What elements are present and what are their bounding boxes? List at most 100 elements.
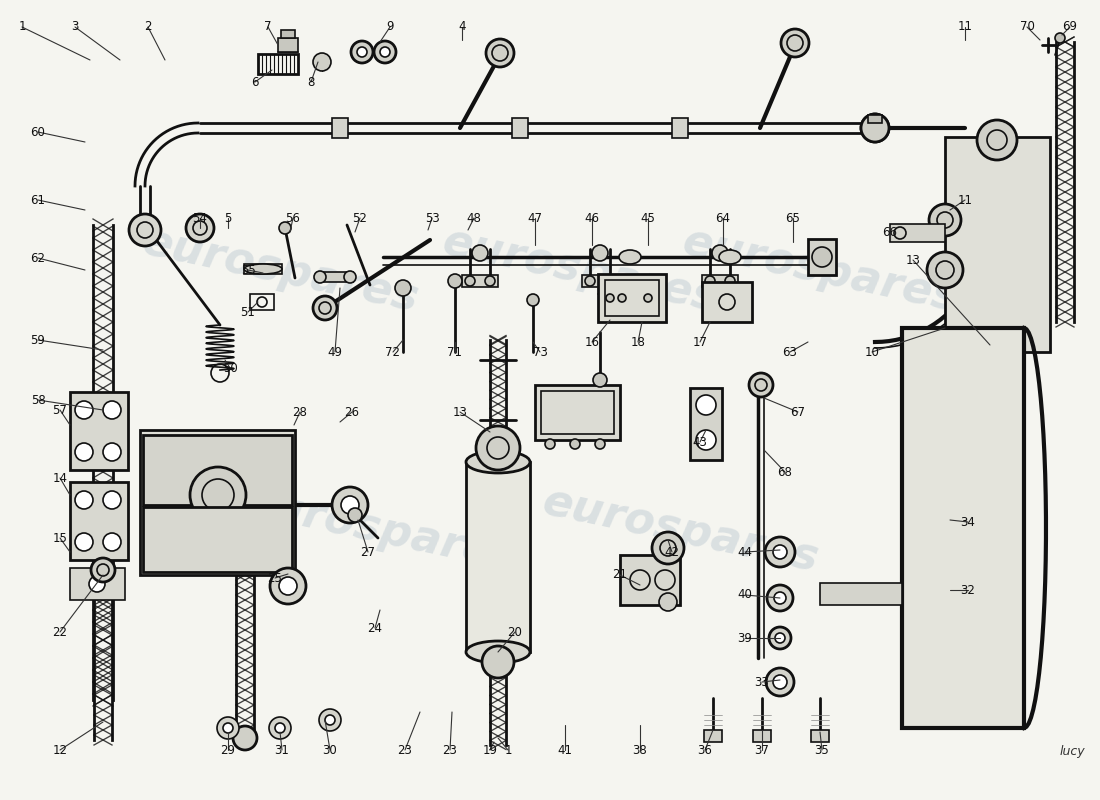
Bar	[541, 391, 614, 434]
Circle shape	[379, 47, 390, 57]
Bar	[250, 294, 274, 310]
Bar	[605, 280, 659, 316]
Circle shape	[75, 401, 94, 419]
Bar	[620, 555, 680, 605]
Circle shape	[374, 41, 396, 63]
Text: 20: 20	[507, 626, 522, 638]
Circle shape	[776, 633, 785, 643]
Text: 62: 62	[31, 251, 45, 265]
Circle shape	[314, 53, 331, 71]
Circle shape	[766, 668, 794, 696]
Text: 42: 42	[664, 546, 680, 558]
Circle shape	[930, 204, 961, 236]
Bar	[70, 568, 125, 600]
Circle shape	[592, 245, 608, 261]
Circle shape	[279, 222, 292, 234]
Bar	[702, 282, 752, 322]
Circle shape	[103, 491, 121, 509]
Circle shape	[103, 533, 121, 551]
Bar	[258, 54, 298, 74]
Text: 72: 72	[385, 346, 400, 358]
Circle shape	[1055, 33, 1065, 43]
Text: 13: 13	[452, 406, 468, 418]
Bar	[820, 583, 902, 605]
Text: 67: 67	[791, 406, 805, 418]
Circle shape	[595, 439, 605, 449]
Ellipse shape	[978, 339, 1016, 361]
Text: 58: 58	[31, 394, 45, 406]
Text: 5: 5	[224, 211, 232, 225]
Bar	[70, 392, 128, 470]
Circle shape	[767, 585, 793, 611]
Text: 6: 6	[251, 75, 258, 89]
Circle shape	[781, 29, 808, 57]
Circle shape	[103, 401, 121, 419]
Text: 19: 19	[483, 743, 497, 757]
Circle shape	[861, 114, 889, 142]
Bar	[702, 275, 738, 287]
Ellipse shape	[244, 264, 282, 274]
Circle shape	[606, 294, 614, 302]
Bar	[280, 30, 295, 38]
Circle shape	[91, 558, 116, 582]
Text: 65: 65	[785, 211, 801, 225]
Text: 43: 43	[693, 435, 707, 449]
Bar	[332, 118, 348, 138]
Circle shape	[485, 276, 495, 286]
Circle shape	[351, 41, 373, 63]
Circle shape	[570, 439, 580, 449]
Circle shape	[696, 395, 716, 415]
Circle shape	[465, 276, 475, 286]
Bar	[535, 385, 620, 440]
Text: 66: 66	[882, 226, 898, 238]
Circle shape	[544, 439, 556, 449]
Circle shape	[319, 709, 341, 731]
Circle shape	[644, 294, 652, 302]
Bar	[868, 115, 882, 123]
Circle shape	[275, 723, 285, 733]
Circle shape	[812, 247, 832, 267]
Bar	[512, 118, 528, 138]
Circle shape	[593, 373, 607, 387]
Text: 23: 23	[442, 743, 458, 757]
Circle shape	[344, 271, 356, 283]
Text: 69: 69	[1063, 21, 1078, 34]
Bar	[582, 275, 618, 287]
Text: 50: 50	[222, 362, 238, 374]
Text: 12: 12	[53, 743, 67, 757]
Circle shape	[696, 430, 716, 450]
Bar	[811, 730, 829, 742]
Text: eurospares: eurospares	[678, 220, 962, 320]
Bar	[143, 435, 292, 505]
Text: 23: 23	[397, 743, 412, 757]
Text: 3: 3	[72, 21, 79, 34]
Bar	[890, 224, 945, 242]
Circle shape	[527, 294, 539, 306]
Text: lucy: lucy	[1060, 745, 1086, 758]
Text: 38: 38	[632, 743, 648, 757]
Bar	[70, 482, 128, 560]
Bar	[278, 38, 298, 52]
Text: 51: 51	[241, 306, 255, 318]
Text: 26: 26	[344, 406, 360, 418]
Circle shape	[190, 467, 246, 523]
Text: 71: 71	[448, 346, 462, 358]
Text: eurospares: eurospares	[538, 480, 822, 580]
Text: 9: 9	[386, 21, 394, 34]
Circle shape	[486, 39, 514, 67]
Text: 22: 22	[53, 626, 67, 638]
Text: 8: 8	[307, 75, 315, 89]
Bar	[462, 275, 498, 287]
Circle shape	[324, 715, 336, 725]
Text: 14: 14	[53, 471, 67, 485]
Circle shape	[659, 593, 676, 611]
Bar	[140, 430, 295, 575]
Text: 1: 1	[504, 743, 512, 757]
Text: 40: 40	[738, 589, 752, 602]
Text: 55: 55	[241, 263, 255, 277]
Circle shape	[712, 245, 728, 261]
Circle shape	[476, 426, 520, 470]
Text: 21: 21	[613, 569, 627, 582]
Bar	[868, 123, 882, 133]
Circle shape	[348, 508, 362, 522]
